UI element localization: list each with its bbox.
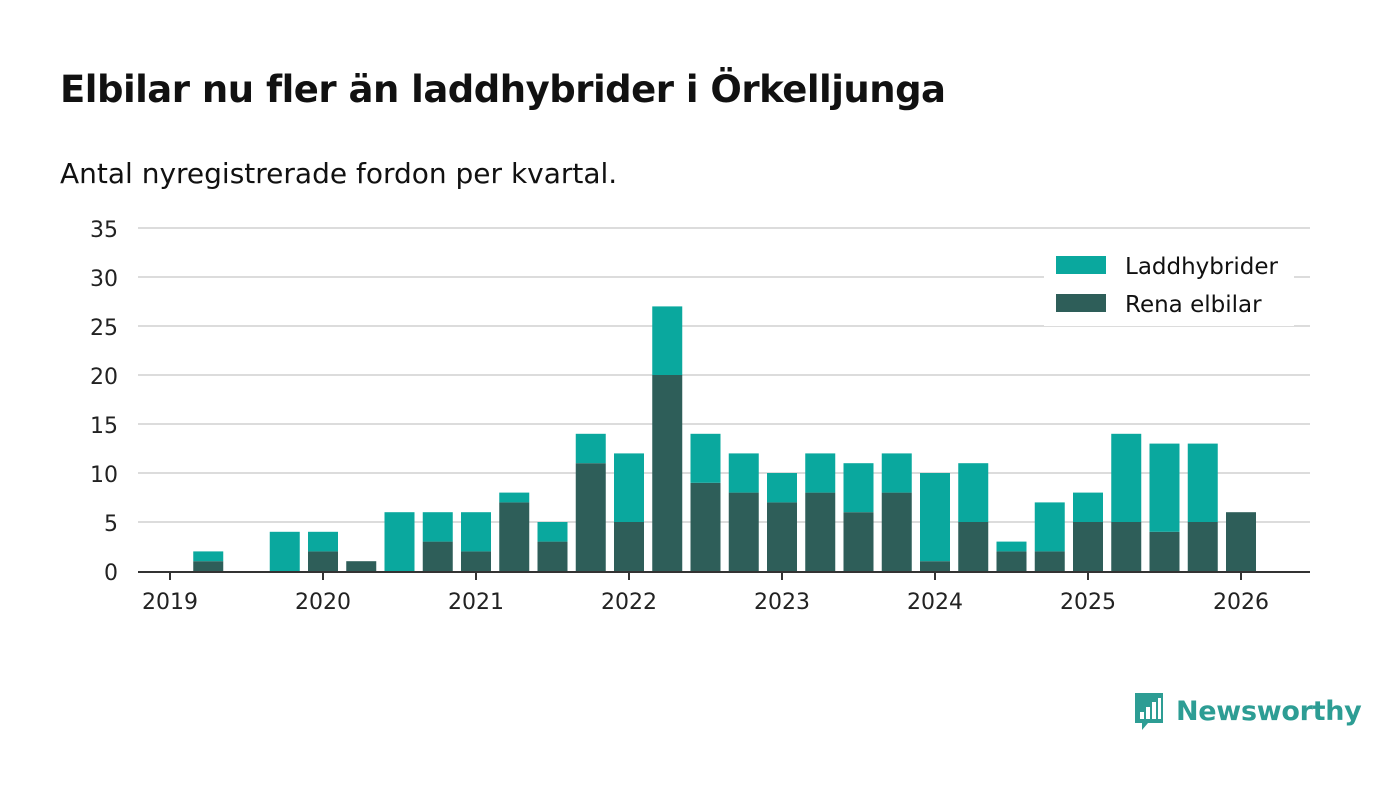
bar-rena-elbilar <box>652 375 683 571</box>
bar-rena-elbilar <box>1226 512 1256 571</box>
bar-laddhybrider <box>652 306 683 375</box>
y-axis-ticks: 0 5 10 15 20 25 30 35 <box>90 218 118 586</box>
bar-laddhybrider <box>537 522 568 542</box>
bar-rena-elbilar <box>461 551 491 571</box>
brand-name: Newsworthy <box>1176 695 1362 727</box>
bar-rena-elbilar <box>1187 522 1218 571</box>
bar-laddhybrider <box>690 433 721 483</box>
bar-rena-elbilar <box>996 551 1027 571</box>
chart-title: Elbilar nu fler än laddhybrider i Örkell… <box>60 68 946 111</box>
x-tick-label: 2025 <box>1060 590 1116 615</box>
bar-rena-elbilar <box>1073 522 1103 571</box>
bar-laddhybrider <box>499 492 530 503</box>
bar-rena-elbilar <box>767 502 797 571</box>
bar-rena-elbilar <box>920 561 950 571</box>
bar-laddhybrider <box>920 473 950 562</box>
y-tick-label: 0 <box>104 561 118 586</box>
bar-laddhybrider <box>308 531 338 552</box>
legend: Laddhybrider Rena elbilar <box>1044 238 1294 326</box>
newsworthy-logo: Newsworthy <box>1132 690 1362 732</box>
bar-rena-elbilar <box>881 492 912 571</box>
bar-laddhybrider <box>384 512 415 571</box>
bars <box>193 306 1256 571</box>
bar-rena-elbilar <box>346 561 377 571</box>
bar-rena-elbilar <box>1111 522 1142 571</box>
legend-swatch-rena-elbilar <box>1056 294 1106 312</box>
x-tick-label: 2026 <box>1213 590 1269 615</box>
legend-label-laddhybrider: Laddhybrider <box>1125 254 1278 280</box>
y-tick-label: 5 <box>104 512 118 537</box>
bar-laddhybrider <box>881 453 912 493</box>
bar-laddhybrider <box>1187 443 1218 522</box>
y-tick-label: 25 <box>90 316 118 341</box>
bar-rena-elbilar <box>805 492 836 571</box>
bar-laddhybrider <box>422 512 453 542</box>
bar-rena-elbilar <box>1149 531 1180 571</box>
x-tick-label: 2019 <box>142 590 198 615</box>
y-tick-label: 10 <box>90 463 118 488</box>
x-axis-ticks: 2019 2020 2021 2022 2023 2024 2025 2026 <box>142 573 1269 615</box>
y-tick-label: 15 <box>90 414 118 439</box>
bar-laddhybrider <box>193 551 224 562</box>
newsworthy-logo-icon <box>1135 693 1163 730</box>
bar-rena-elbilar <box>499 502 530 571</box>
y-tick-label: 35 <box>90 218 118 243</box>
bar-laddhybrider <box>575 433 606 464</box>
bar-laddhybrider <box>1073 492 1103 522</box>
bar-laddhybrider <box>1034 502 1065 552</box>
legend-label-rena-elbilar: Rena elbilar <box>1125 292 1262 318</box>
x-tick-label: 2020 <box>295 590 351 615</box>
bar-laddhybrider <box>269 531 300 571</box>
bar-rena-elbilar <box>1034 551 1065 571</box>
bar-rena-elbilar <box>422 541 453 571</box>
bar-laddhybrider <box>767 473 797 503</box>
x-tick-label: 2023 <box>754 590 810 615</box>
bar-laddhybrider <box>1111 433 1142 522</box>
bar-laddhybrider <box>614 453 644 522</box>
x-tick-label: 2021 <box>448 590 504 615</box>
bar-laddhybrider <box>843 463 874 513</box>
bar-laddhybrider <box>461 512 491 552</box>
bar-laddhybrider <box>996 541 1027 552</box>
bar-rena-elbilar <box>308 551 338 571</box>
x-tick-label: 2022 <box>601 590 657 615</box>
bar-rena-elbilar <box>958 522 989 571</box>
bar-laddhybrider <box>958 463 989 522</box>
legend-swatch-laddhybrider <box>1056 256 1106 274</box>
bar-laddhybrider <box>1149 443 1180 532</box>
bar-rena-elbilar <box>728 492 759 571</box>
x-tick-label: 2024 <box>907 590 963 615</box>
bar-rena-elbilar <box>575 463 606 571</box>
bar-rena-elbilar <box>690 482 721 571</box>
bar-rena-elbilar <box>843 512 874 571</box>
y-tick-label: 20 <box>90 365 118 390</box>
y-tick-label: 30 <box>90 267 118 292</box>
bar-laddhybrider <box>728 453 759 493</box>
bar-rena-elbilar <box>537 541 568 571</box>
bar-laddhybrider <box>805 453 836 493</box>
bar-rena-elbilar <box>193 561 224 571</box>
bar-rena-elbilar <box>614 522 644 571</box>
chart-subtitle: Antal nyregistrerade fordon per kvartal. <box>60 157 618 190</box>
